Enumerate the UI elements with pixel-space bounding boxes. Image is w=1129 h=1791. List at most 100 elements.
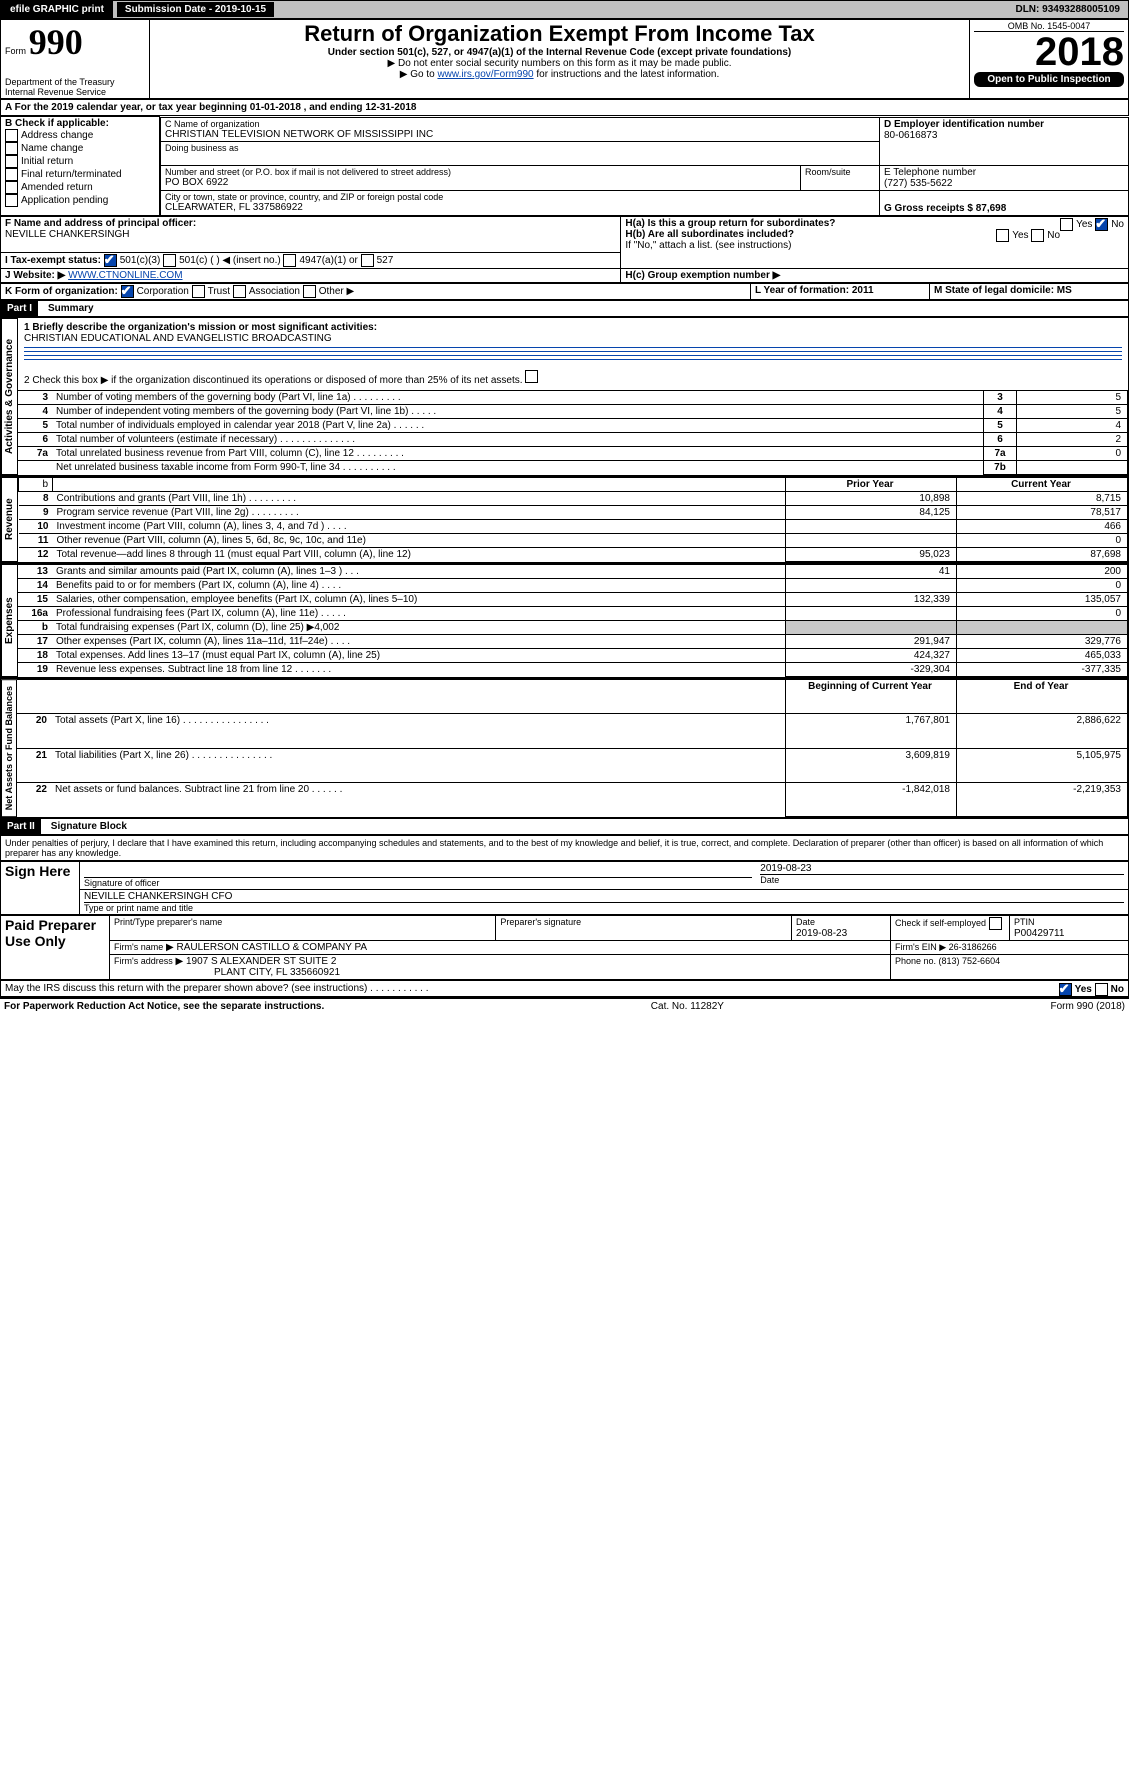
cb-initial-return[interactable] [5,155,18,168]
hc-label: H(c) Group exemption number ▶ [625,270,780,281]
dln-label: DLN: 93493288005109 [1007,2,1128,17]
cb-discontinued[interactable] [525,370,538,383]
cb-amended[interactable] [5,181,18,194]
cb-address-change[interactable] [5,129,18,142]
part1-title: Summary [38,303,94,314]
cb-self-employed[interactable] [989,917,1002,930]
form-number: 990 [29,22,83,62]
prep-check-label: Check if self-employed [895,918,986,928]
city-label: City or town, state or province, country… [165,192,875,202]
expenses-table: 13Grants and similar amounts paid (Part … [18,564,1128,677]
firm-ein: Firm's EIN ▶ 26-3186266 [895,942,997,952]
ag-table: 3Number of voting members of the governi… [18,390,1128,475]
e-label: E Telephone number [884,167,1124,178]
hb-label: H(b) Are all subordinates included? [625,229,794,240]
cb-ha-yes[interactable] [1060,218,1073,231]
f-label: F Name and address of principal officer: [5,218,616,229]
line2-text: 2 Check this box ▶ if the organization d… [18,366,1128,390]
ptin-label: PTIN [1014,917,1035,927]
c-name-label: C Name of organization [165,119,875,129]
tax-year: 2018 [974,32,1124,72]
ein-value: 80-0616873 [884,130,1124,141]
opt-amended: Amended return [21,182,93,193]
opt-final-return: Final return/terminated [21,169,122,180]
opt-4947: 4947(a)(1) or [299,255,357,266]
cb-corp[interactable] [121,285,134,298]
officer-name: NEVILLE CHANKERSINGH [5,229,616,240]
cb-501c3[interactable] [104,254,117,267]
opt-assoc: Association [249,286,300,297]
cb-hb-no[interactable] [1031,229,1044,242]
no-label: No [1111,219,1124,230]
opt-trust: Trust [208,286,230,297]
net-assets-table: Beginning of Current Year End of Year 20… [17,679,1128,817]
part2-title: Signature Block [41,821,127,832]
cb-ha-no[interactable] [1095,218,1108,231]
opt-527: 527 [377,255,394,266]
addr-value: PO BOX 6922 [165,177,796,188]
col-prior-year: Prior Year [786,478,957,492]
cb-527[interactable] [361,254,374,267]
sign-here-label: Sign Here [1,862,80,915]
form-subtitle: Under section 501(c), 527, or 4947(a)(1)… [154,47,965,58]
k-label: K Form of organization: [5,286,118,297]
yes-label2: Yes [1012,230,1028,241]
pra-notice: For Paperwork Reduction Act Notice, see … [4,1001,324,1012]
discuss-yes: Yes [1075,984,1092,995]
form-title: Return of Organization Exempt From Incom… [154,21,965,47]
col-beginning: Beginning of Current Year [786,680,957,714]
date-label: Date [760,874,1124,885]
open-inspection: Open to Public Inspection [974,72,1124,87]
opt-name-change: Name change [21,143,83,154]
opt-corp: Corporation [137,286,189,297]
cb-other[interactable] [303,285,316,298]
cb-discuss-no[interactable] [1095,983,1108,996]
tax-year-line: A For the 2019 calendar year, or tax yea… [0,99,1129,116]
part1-header: Part I [1,301,38,316]
firm-name-label: Firm's name [114,942,163,952]
prep-date: 2019-08-23 [796,928,847,939]
prep-name-label: Print/Type preparer's name [114,917,222,927]
g-gross-receipts: G Gross receipts $ 87,698 [884,203,1124,214]
discuss-no: No [1111,984,1124,995]
note-ssn: Do not enter social security numbers on … [154,58,965,69]
opt-501c: 501(c) ( ) ◀ (insert no.) [179,255,281,266]
cb-application[interactable] [5,194,18,207]
cat-no: Cat. No. 11282Y [651,1001,724,1012]
paid-preparer-label: Paid Preparer Use Only [1,916,110,980]
opt-initial-return: Initial return [21,156,73,167]
cb-name-change[interactable] [5,142,18,155]
cb-trust[interactable] [192,285,205,298]
revenue-table: b Prior Year Current Year 8Contributions… [18,477,1128,562]
yes-label: Yes [1076,219,1092,230]
cb-assoc[interactable] [233,285,246,298]
prep-date-label: Date [796,917,815,927]
col-end: End of Year [957,680,1128,714]
cb-501c[interactable] [163,254,176,267]
firm-addr2: PLANT CITY, FL 335660921 [114,967,340,978]
col-current-year: Current Year [957,478,1128,492]
tab-activities-governance: Activities & Governance [1,318,18,475]
opt-application: Application pending [21,195,108,206]
j-label: J Website: ▶ [5,270,65,281]
col-b: b [19,478,53,492]
line1-label: 1 Briefly describe the organization's mi… [24,322,377,333]
website-link[interactable]: WWW.CTNONLINE.COM [68,270,182,281]
note-goto-suffix: for instructions and the latest informat… [534,69,720,80]
ptin-value: P00429711 [1014,928,1064,939]
sig-officer-label: Signature of officer [84,877,752,888]
form990-link[interactable]: www.irs.gov/Form990 [437,69,533,80]
cb-final-return[interactable] [5,168,18,181]
cb-4947[interactable] [283,254,296,267]
addr-label: Number and street (or P.O. box if mail i… [165,167,796,177]
org-name: CHRISTIAN TELEVISION NETWORK OF MISSISSI… [165,129,875,140]
prep-sig-label: Preparer's signature [500,917,581,927]
officer-name-title: NEVILLE CHANKERSINGH CFO [84,891,1124,903]
opt-other: Other ▶ [319,286,354,297]
ha-label: H(a) Is this a group return for subordin… [625,218,835,229]
form-prefix: Form [5,46,26,56]
cb-discuss-yes[interactable] [1059,983,1072,996]
efile-button[interactable]: efile GRAPHIC print [1,1,113,18]
sign-date: 2019-08-23 [760,863,1124,874]
cb-hb-yes[interactable] [996,229,1009,242]
